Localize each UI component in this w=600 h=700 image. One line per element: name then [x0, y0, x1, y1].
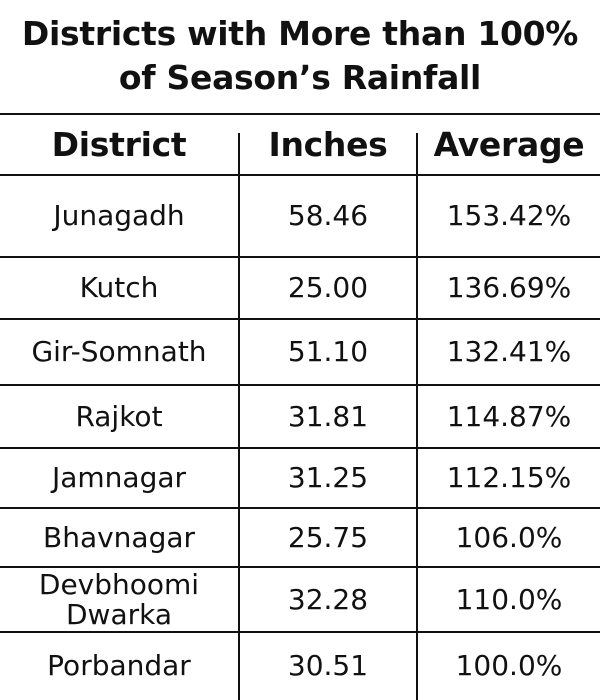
row-divider: [0, 507, 600, 509]
cell-district: Kutch: [79, 271, 159, 304]
title-line-2: of Season’s Rainfall: [118, 58, 482, 97]
cell-average: 114.87%: [446, 399, 572, 433]
row-divider: [0, 566, 600, 568]
table-row: Kutch 25.00 136.69%: [0, 257, 600, 319]
cell-inches: 51.10: [287, 335, 369, 368]
table-header: District Inches Average: [0, 115, 600, 175]
table-row: Bhavnagar 25.75 106.0%: [0, 508, 600, 567]
column-divider-2: [416, 175, 418, 700]
table-row: Devbhoomi Dwarka 32.28 110.0%: [0, 567, 600, 632]
cell-district: Rajkot: [75, 399, 163, 433]
header-separator-2: [416, 133, 418, 175]
cell-district: Porbandar: [47, 649, 191, 682]
cell-inches: 31.25: [287, 461, 369, 494]
cell-district: Gir-Somnath: [31, 335, 207, 368]
cell-inches: 58.46: [287, 199, 369, 232]
cell-average: 100.0%: [455, 649, 563, 682]
column-divider-1: [238, 175, 240, 700]
row-divider: [0, 256, 600, 258]
table-title: Districts with More than 100% of Season’…: [0, 12, 600, 100]
cell-district: Jamnagar: [51, 461, 187, 494]
column-header-district: District: [51, 125, 187, 164]
title-divider: [0, 113, 600, 115]
cell-average: 110.0%: [455, 582, 563, 616]
cell-district: Junagadh: [53, 199, 185, 232]
row-divider: [0, 631, 600, 633]
table-row: Porbandar 30.51 100.0%: [0, 632, 600, 700]
cell-inches: 25.00: [287, 271, 369, 304]
cell-district: Devbhoomi Dwarka: [38, 567, 200, 631]
table-row: Rajkot 31.81 114.87%: [0, 385, 600, 448]
header-separator-1: [238, 133, 240, 175]
table-row: Jamnagar 31.25 112.15%: [0, 448, 600, 508]
cell-district: Bhavnagar: [42, 520, 196, 554]
column-header-inches: Inches: [268, 125, 388, 164]
row-divider: [0, 174, 600, 176]
cell-average: 112.15%: [446, 461, 572, 494]
cell-inches: 32.28: [287, 582, 369, 616]
cell-average: 153.42%: [446, 199, 572, 232]
cell-inches: 31.81: [287, 399, 369, 433]
cell-average: 136.69%: [446, 271, 572, 304]
table-row: Gir-Somnath 51.10 132.41%: [0, 319, 600, 385]
title-line-1: Districts with More than 100%: [21, 14, 579, 53]
row-divider: [0, 447, 600, 449]
table-row: Junagadh 58.46 153.42%: [0, 175, 600, 257]
row-divider: [0, 384, 600, 386]
cell-inches: 25.75: [287, 520, 369, 554]
cell-average: 132.41%: [446, 335, 572, 368]
cell-inches: 30.51: [287, 649, 369, 682]
column-header-average: Average: [433, 125, 585, 164]
row-divider: [0, 318, 600, 320]
cell-average: 106.0%: [455, 520, 563, 554]
